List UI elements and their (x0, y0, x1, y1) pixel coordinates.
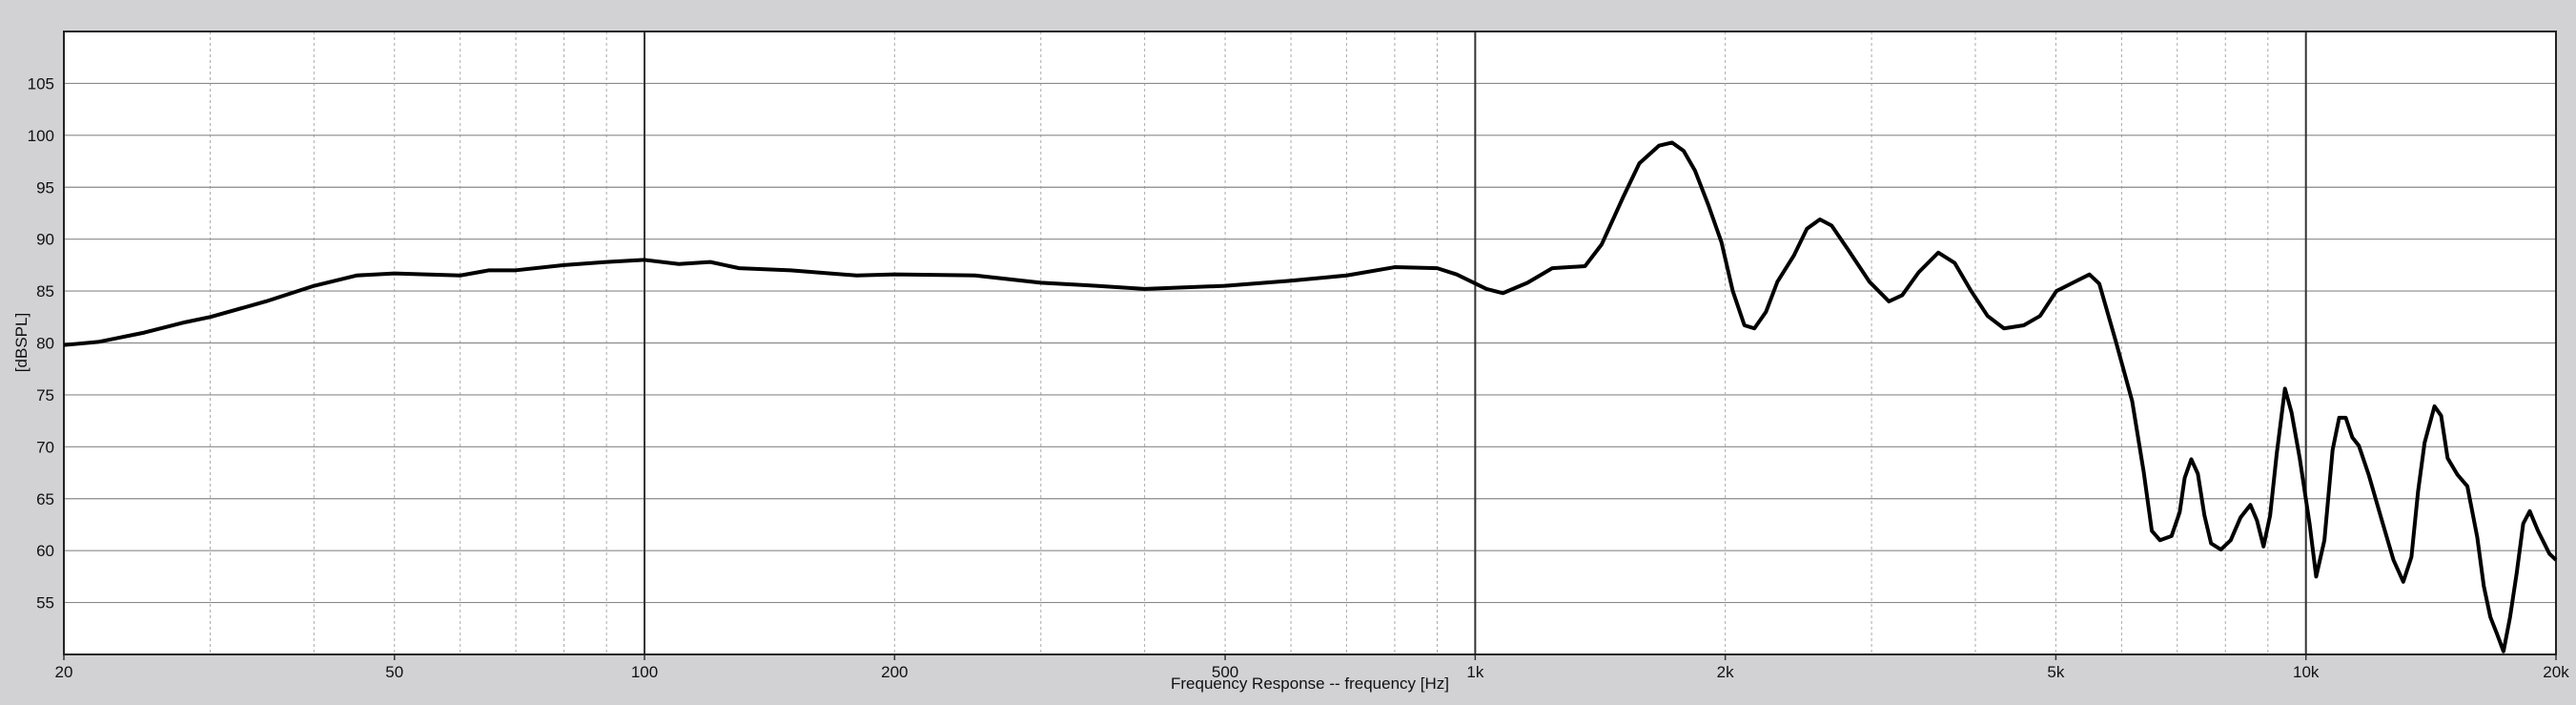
x-tick-label: 100 (631, 663, 658, 681)
y-tick-label: 85 (36, 282, 54, 301)
x-tick-label: 50 (385, 663, 403, 681)
x-tick-label: 500 (1212, 663, 1238, 681)
y-tick-label: 70 (36, 438, 54, 456)
y-axis-title: [dBSPL] (12, 313, 31, 372)
plot-frame (63, 31, 2557, 655)
data-line (63, 140, 2558, 653)
x-tick-label: 2k (1717, 663, 1734, 681)
x-tick-label: 10k (2293, 663, 2320, 681)
y-tick-label: 95 (36, 178, 54, 197)
y-tick-label: 80 (36, 335, 54, 353)
x-tick-label: 1k (1466, 663, 1483, 681)
x-axis-title: Frequency Response -- frequency [Hz] (1171, 674, 1449, 693)
x-tick-label: 200 (881, 663, 908, 681)
x-tick-label: 20k (2543, 663, 2569, 681)
y-tick-label: 65 (36, 490, 54, 508)
y-tick-label: 60 (36, 542, 54, 560)
y-tick-label: 90 (36, 231, 54, 249)
y-tick-label: 105 (28, 74, 54, 93)
x-tick-label: 5k (2047, 663, 2064, 681)
x-tick-label: 20 (55, 663, 73, 681)
y-tick-label: 75 (36, 386, 54, 404)
y-tick-label: 55 (36, 594, 54, 612)
y-tick-label: 100 (28, 127, 54, 145)
